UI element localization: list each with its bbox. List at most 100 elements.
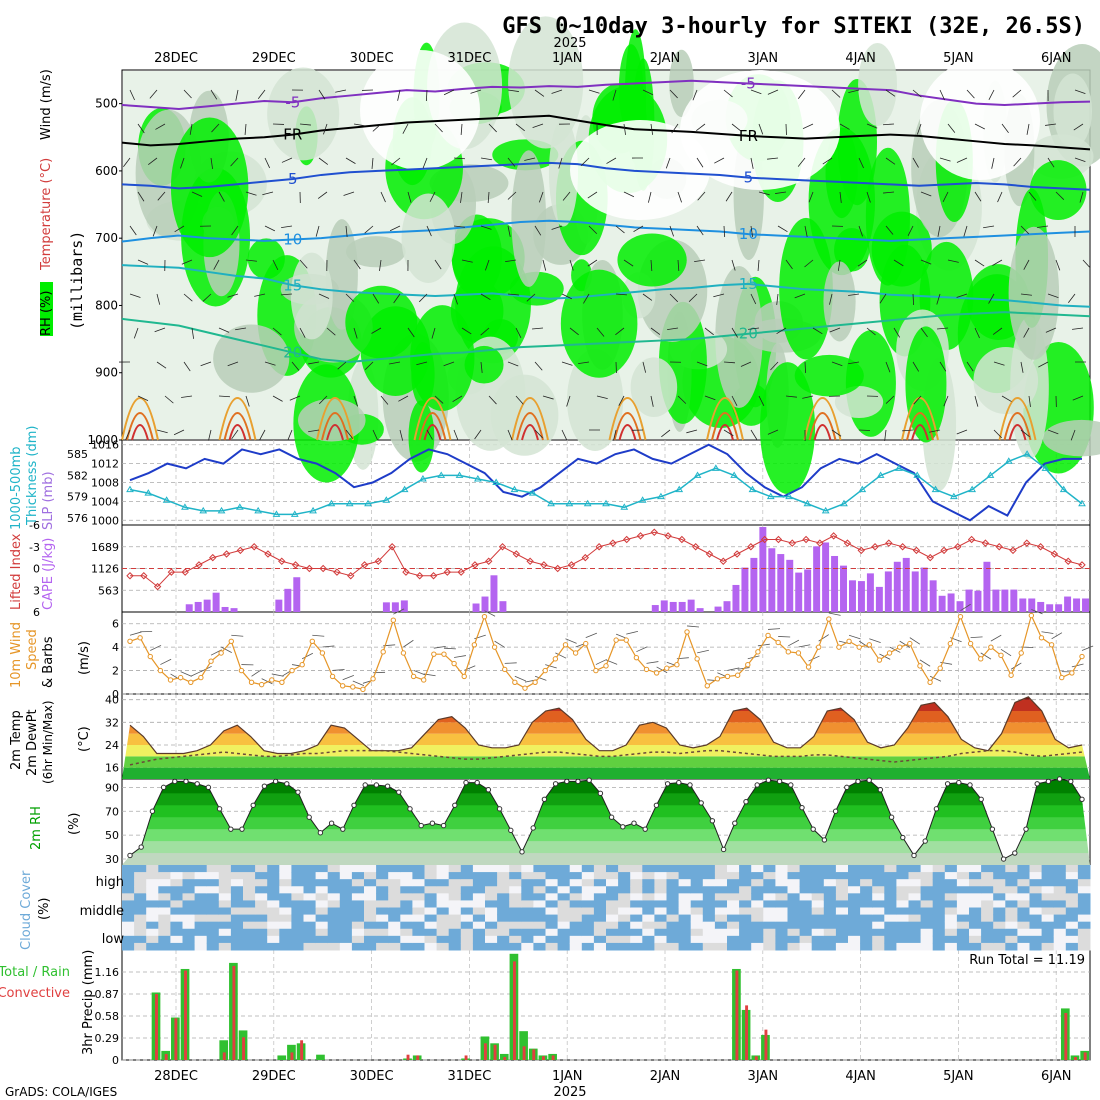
cloud-cell — [533, 928, 546, 937]
li-marker — [416, 572, 424, 580]
cloud-cell — [630, 921, 643, 930]
rh-marker — [194, 781, 200, 787]
cloud-cell — [303, 900, 317, 908]
wind-barb — [866, 191, 871, 203]
cloud-cell — [981, 872, 994, 880]
cape-bar — [1046, 604, 1054, 612]
cloud-cell — [944, 879, 958, 887]
cloud-cell — [533, 872, 546, 880]
cloud-cell — [581, 928, 595, 937]
cloud-cell — [678, 921, 692, 930]
wind-barb — [612, 89, 617, 101]
thickness-marker — [858, 485, 867, 493]
cloud-cell — [618, 865, 631, 873]
cloud-cell — [739, 900, 752, 908]
rh-marker — [328, 820, 335, 826]
cloud-cell — [400, 865, 413, 873]
cloud-cell — [230, 879, 244, 887]
cloud-cell — [920, 935, 934, 944]
contour-label: 5 — [744, 169, 754, 187]
cloud-cell — [727, 872, 740, 880]
legend-cloud-2: (%) — [37, 898, 52, 921]
cloud-cell — [690, 921, 704, 930]
wind-barb — [317, 191, 328, 199]
wind-barb — [777, 225, 788, 232]
cloud-cell — [533, 879, 546, 887]
wind-barb — [688, 293, 698, 302]
contour-label: 10 — [283, 231, 302, 249]
thickness-marker — [327, 499, 336, 507]
wind-barb — [767, 429, 779, 435]
cloud-cell — [848, 865, 861, 873]
cloud-cell — [1005, 907, 1018, 916]
cloud-cell — [702, 928, 716, 937]
cloud-cell — [194, 921, 208, 930]
rh-marker — [508, 827, 514, 834]
date-label-bottom: 30DEC — [350, 1069, 394, 1084]
cloud-cell — [218, 900, 232, 908]
cloud-cell — [944, 865, 958, 873]
wind10-marker — [167, 677, 174, 683]
cape-bar — [875, 586, 883, 612]
cloud-cell — [1077, 886, 1091, 894]
cloud-cell — [848, 886, 861, 894]
cloud-cell — [835, 886, 849, 894]
rh-marker — [855, 778, 861, 785]
cloud-cell — [545, 928, 559, 937]
cloud-cell — [884, 900, 897, 908]
cloud-cell — [775, 907, 788, 916]
cloud-cell — [327, 886, 341, 894]
legend-slp: SLP (mb) — [41, 471, 56, 530]
legend-cape: CAPE (J/kg) — [41, 538, 56, 610]
cloud-cell — [206, 907, 220, 916]
cloud-cell — [1005, 900, 1018, 908]
wind-barb — [714, 157, 725, 164]
cloud-cell — [1005, 942, 1018, 951]
cloud-cell — [823, 928, 837, 937]
cloud-cell — [823, 921, 837, 930]
rh-marker — [272, 778, 279, 785]
cape-bar — [1055, 604, 1063, 612]
cloud-cell — [327, 865, 341, 873]
precip-conv-bar — [155, 994, 158, 1060]
rh-marker — [597, 790, 604, 797]
cloud-cell — [993, 900, 1006, 908]
cloud-cell — [1065, 886, 1079, 894]
run-total-label: Run Total = 11.19 — [969, 953, 1085, 968]
wind-barb — [804, 361, 807, 374]
cloud-cell — [981, 907, 994, 916]
wind10-marker — [704, 683, 710, 689]
wind-barb — [1079, 191, 1084, 203]
wind10-barb — [1071, 663, 1084, 668]
thickness-tick: 576 — [67, 512, 88, 525]
cloud-cell — [593, 942, 607, 951]
cloud-cell — [569, 872, 583, 880]
cloud-cell — [388, 921, 401, 930]
cloud-cell — [158, 942, 171, 951]
cloud-cell — [182, 900, 196, 908]
cloud-cell — [122, 942, 135, 951]
cloud-cell — [1053, 928, 1067, 937]
cloud-cell — [956, 914, 970, 923]
cloud-cell — [424, 942, 438, 951]
rh-blob — [508, 16, 584, 149]
cape-bar — [678, 601, 686, 612]
cloud-cell — [146, 907, 159, 916]
cloud-cell — [255, 900, 268, 908]
cloud-cell — [376, 942, 389, 951]
cloud-cell — [787, 921, 801, 930]
wind10-barb — [960, 603, 971, 612]
cape-bar — [203, 599, 211, 612]
cloud-cell — [206, 893, 220, 901]
wind-barb — [272, 259, 279, 271]
cloud-cell — [908, 872, 922, 880]
cloud-cell — [497, 935, 510, 944]
cloud-cell — [1029, 879, 1043, 887]
cloud-cell — [134, 865, 147, 873]
cloud-cell — [122, 907, 135, 916]
cloud-cell — [182, 893, 196, 901]
rh-marker — [127, 852, 133, 859]
cloud-cell — [279, 865, 292, 873]
rh-tick: 50 — [105, 829, 119, 842]
rh-marker — [933, 806, 940, 812]
